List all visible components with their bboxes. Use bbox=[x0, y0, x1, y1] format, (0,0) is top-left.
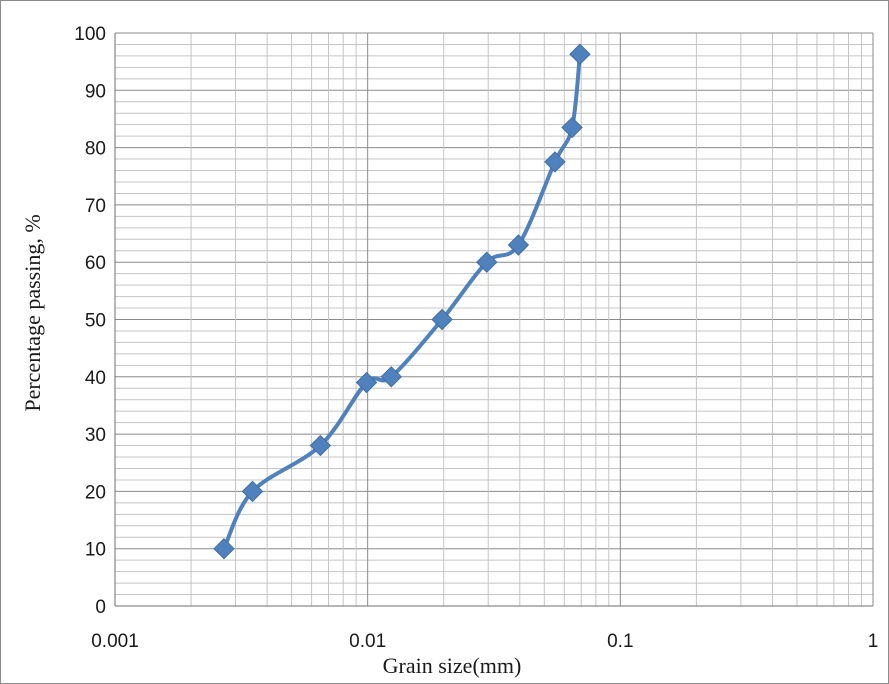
y-tick-label: 60 bbox=[85, 253, 106, 274]
data-point-marker bbox=[507, 234, 530, 256]
data-point-marker bbox=[476, 251, 498, 273]
data-point-marker bbox=[431, 308, 453, 331]
y-tick-label: 20 bbox=[85, 482, 106, 503]
y-tick-label: 10 bbox=[85, 540, 106, 561]
y-tick-label: 40 bbox=[85, 368, 106, 389]
y-tick-label: 50 bbox=[85, 311, 106, 332]
series-layer bbox=[213, 43, 591, 560]
y-tick-label: 0 bbox=[95, 597, 106, 618]
data-point-marker bbox=[241, 480, 264, 503]
x-axis-title: Grain size(mm) bbox=[383, 653, 522, 678]
y-tick-label: 70 bbox=[85, 196, 106, 217]
x-tick-label: 0.01 bbox=[349, 631, 386, 652]
x-tick-label: 1 bbox=[868, 631, 879, 652]
data-point-marker bbox=[561, 116, 583, 139]
axis-layer bbox=[114, 32, 874, 607]
data-point-marker bbox=[569, 43, 591, 65]
x-tick-label: 0.001 bbox=[91, 631, 139, 652]
grid-layer bbox=[114, 32, 874, 607]
y-tick-label: 80 bbox=[85, 139, 106, 160]
y-tick-label: 100 bbox=[74, 24, 106, 45]
data-point-marker bbox=[544, 151, 566, 173]
y-tick-label: 30 bbox=[85, 425, 106, 446]
data-point-marker bbox=[355, 371, 378, 394]
data-point-marker bbox=[309, 434, 332, 457]
y-tick-label: 90 bbox=[85, 81, 106, 102]
x-tick-label: 0.1 bbox=[607, 631, 633, 652]
y-axis-title: Percentage passing, % bbox=[20, 214, 45, 411]
data-point-marker bbox=[213, 537, 235, 560]
data-point-marker bbox=[380, 366, 402, 388]
tick-labels: 0 10 20 30 40 50 60 70 80 90 100 0.001 0.01 0.1 1 bbox=[74, 24, 878, 652]
series-line bbox=[221, 52, 582, 551]
